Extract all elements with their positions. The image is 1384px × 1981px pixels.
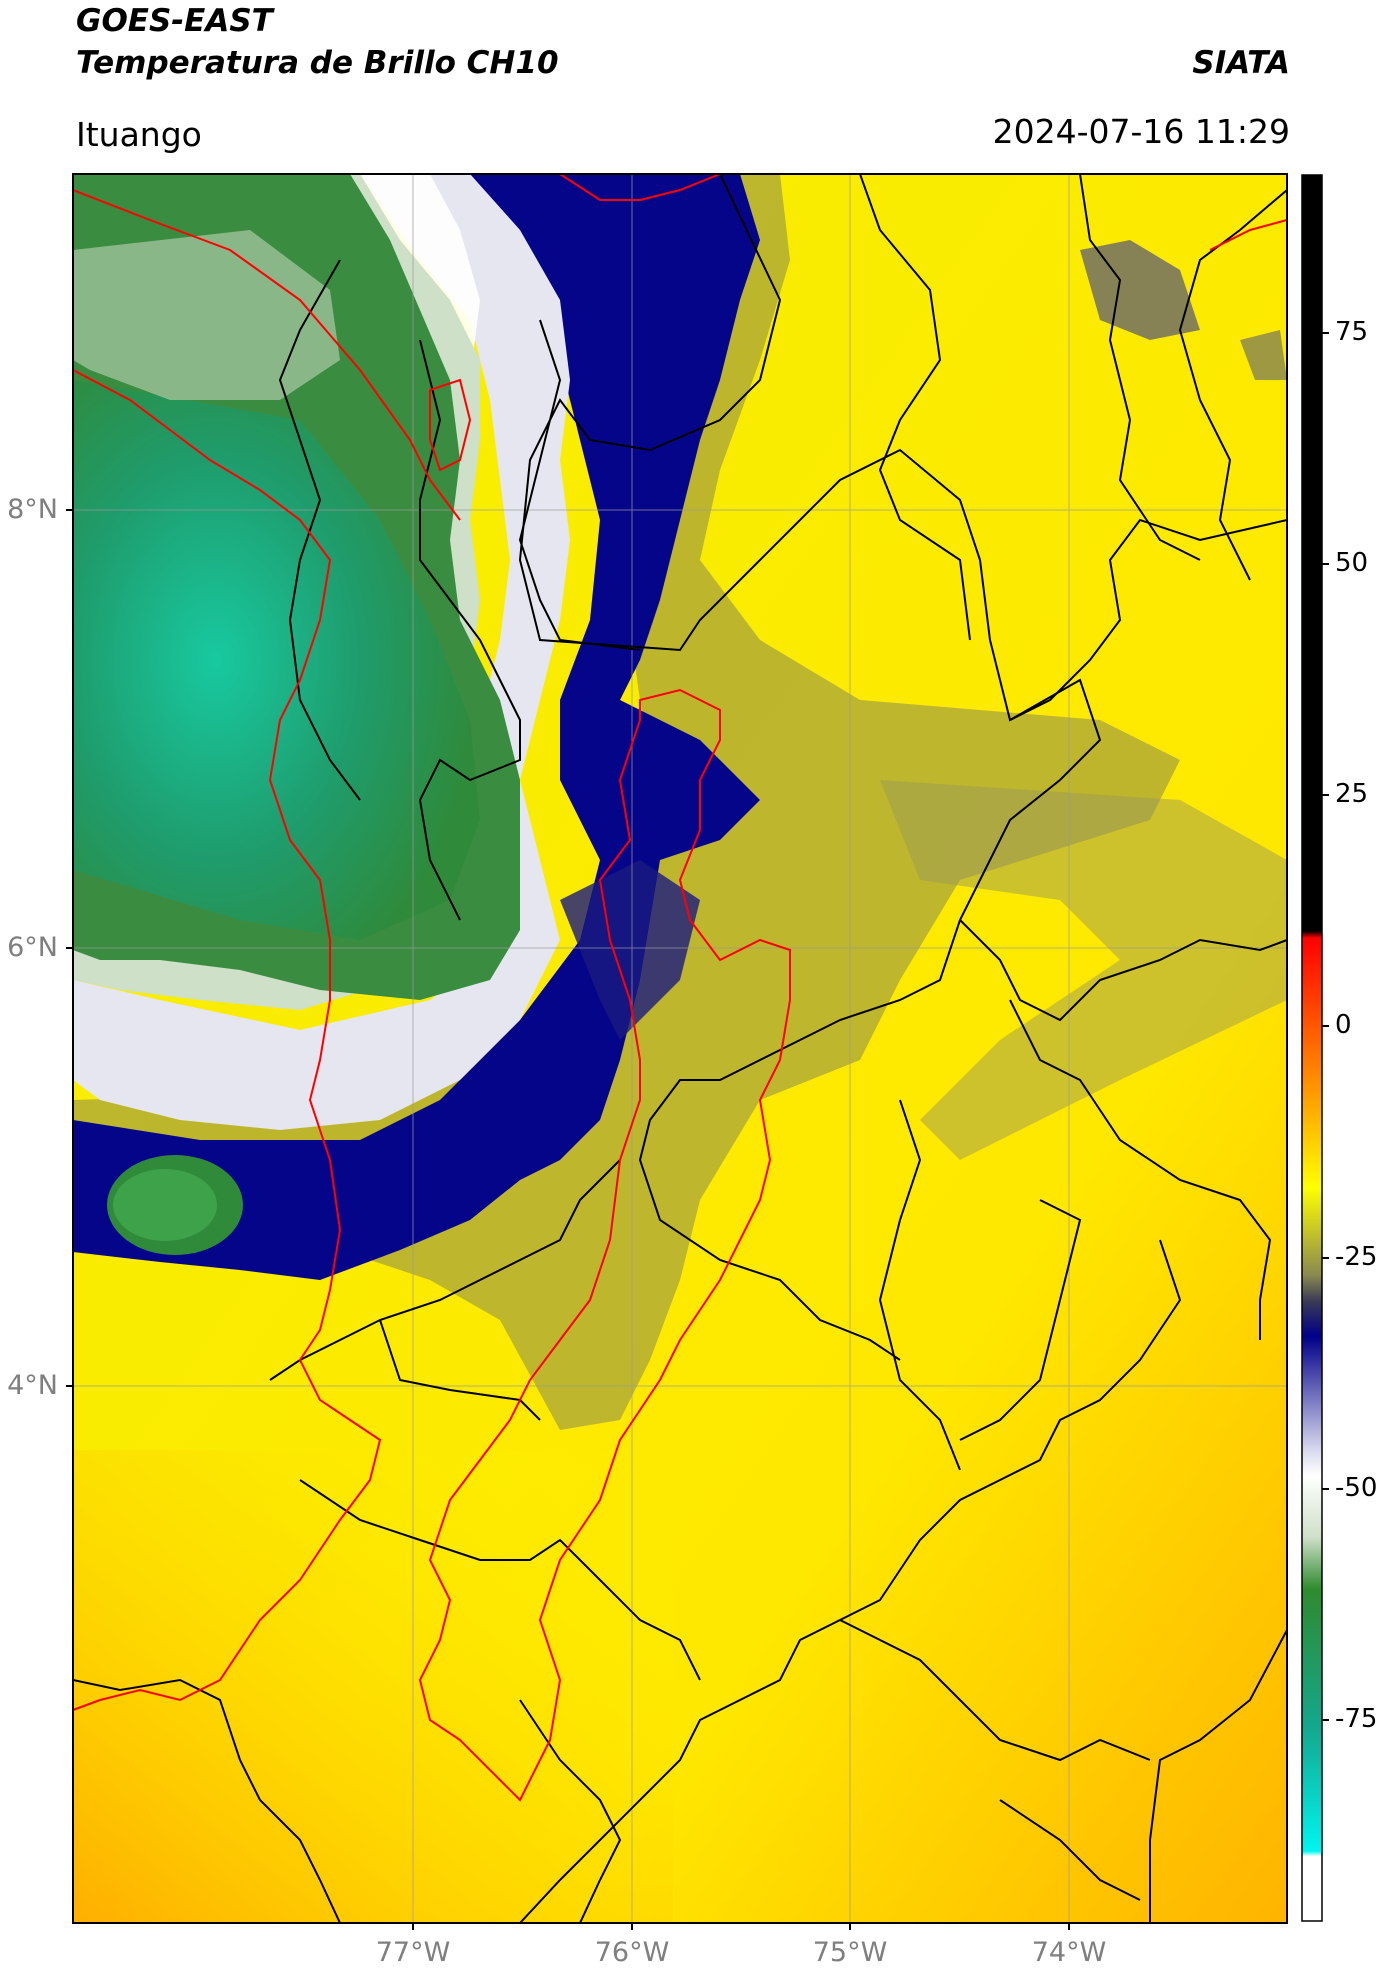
imagery-layer	[73, 174, 1287, 1923]
organization-label: SIATA	[1192, 45, 1290, 81]
gridlines	[73, 174, 1287, 1923]
colorbar-tick-0: 0	[1335, 1010, 1352, 1040]
lat-label-6n: 6°N	[7, 932, 58, 963]
product-title: Temperatura de Brillo CH10	[76, 45, 559, 81]
map-frame	[72, 173, 1288, 1924]
colorbar	[1301, 174, 1323, 1922]
lon-label-74w: 74°W	[1031, 1937, 1107, 1968]
lon-label-77w: 77°W	[375, 1937, 451, 1968]
colorbar-tick-neg75: -75	[1335, 1704, 1378, 1734]
satellite-title: GOES-EAST	[76, 3, 273, 39]
colorbar-tick-neg50: -50	[1335, 1473, 1378, 1503]
region-label: Ituango	[76, 115, 202, 154]
colorbar-tick-25: 25	[1335, 779, 1369, 809]
timestamp-label: 2024-07-16 11:29	[992, 112, 1290, 151]
lon-label-75w: 75°W	[812, 1937, 888, 1968]
department-boundaries	[73, 174, 1287, 1923]
lon-label-76w: 76°W	[594, 1937, 670, 1968]
coastline-antioquia	[73, 174, 1287, 1802]
lat-label-4n: 4°N	[7, 1370, 58, 1401]
colorbar-tick-50: 50	[1335, 548, 1369, 578]
colorbar-tick-neg25: -25	[1335, 1242, 1378, 1272]
lat-label-8n: 8°N	[7, 494, 58, 525]
colorbar-tick-75: 75	[1335, 317, 1369, 347]
